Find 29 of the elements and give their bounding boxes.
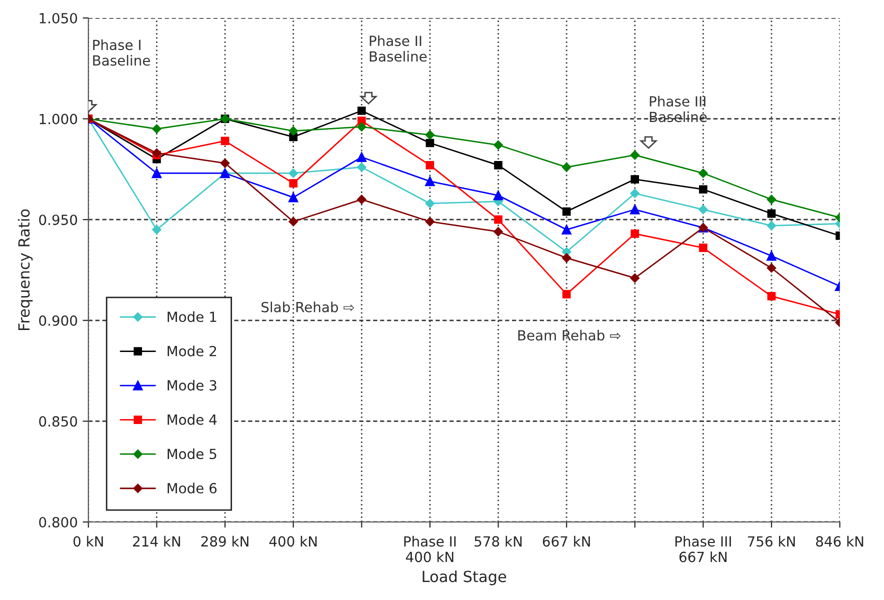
legend-label: Mode 5: [168, 448, 216, 460]
y-tick-label: 0.800: [39, 516, 78, 528]
legend-label: Mode 4: [168, 414, 217, 425]
x-tick-label: 0 kN: [73, 536, 103, 547]
y-tick-label: 1.000: [40, 114, 78, 124]
legend-label: Mode 6: [168, 482, 217, 494]
y-axis-title: Frequency Ratio: [18, 209, 33, 330]
x-tick-label: Phase III 667 kN: [675, 536, 731, 562]
legend-label: Mode 2: [168, 346, 216, 356]
y-tick-label: 0.850: [39, 416, 78, 427]
x-tick-label: 846 kN: [816, 536, 864, 547]
legend-label: Mode 3: [168, 380, 216, 391]
legend-label: Mode 1: [168, 311, 216, 322]
x-axis-title: Load Stage: [422, 570, 506, 586]
annotation: Beam Rehab ⇨: [518, 330, 621, 341]
x-tick-label: 756 kN: [748, 536, 795, 547]
annotation: Phase II Baseline: [370, 35, 427, 62]
y-tick-label: 0.950: [39, 214, 78, 226]
x-tick-label: Phase II 400 kN: [404, 536, 456, 562]
x-tick-label: 667 kN: [542, 536, 590, 547]
x-tick-label: 400 kN: [269, 536, 317, 547]
y-tick-label: 1.050: [40, 12, 78, 24]
y-tick-label: 0.900: [39, 315, 78, 326]
x-tick-label: 214 kN: [133, 536, 180, 546]
annotation: Slab Rehab ⇨: [262, 302, 354, 312]
x-tick-label: 289 kN: [201, 536, 248, 547]
annotation: Phase III Baseline: [650, 96, 707, 122]
x-tick-label: 578 kN: [474, 536, 522, 547]
annotation: Phase I Baseline: [93, 39, 150, 66]
